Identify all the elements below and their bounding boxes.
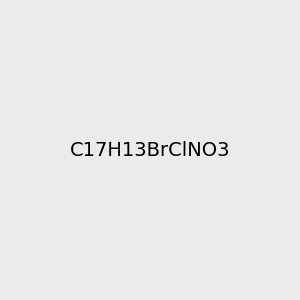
Text: C17H13BrClNO3: C17H13BrClNO3 [70,140,230,160]
